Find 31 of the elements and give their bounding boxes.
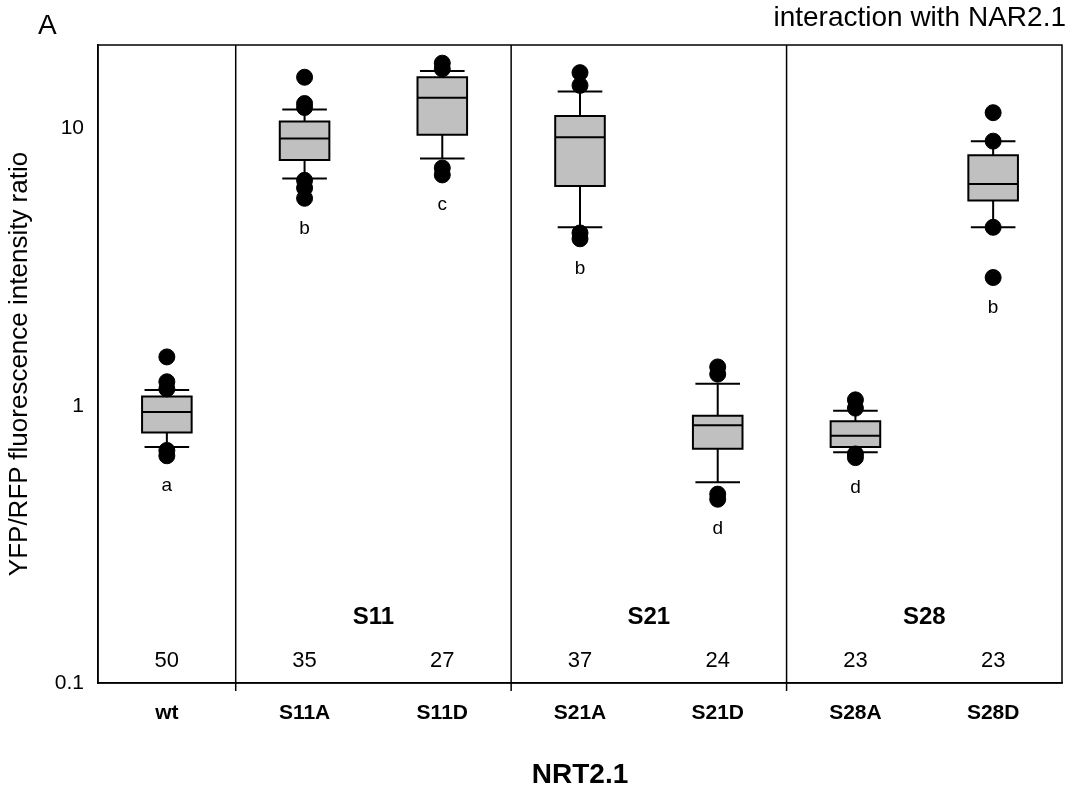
x-tick-label: S21D xyxy=(691,700,744,724)
chart-title: interaction with NAR2.1 xyxy=(773,0,1066,32)
y-tick-label: 1 xyxy=(72,392,84,416)
annotation: 23 xyxy=(980,647,1006,673)
x-tick-label: S28D xyxy=(966,700,1020,724)
annotation: c xyxy=(437,193,448,215)
annotation: 24 xyxy=(705,647,730,673)
y-tick-label: 0.1 xyxy=(54,669,84,693)
annotation: b xyxy=(574,257,586,279)
x-tick-label: S11A xyxy=(278,700,331,724)
annotation: a xyxy=(161,474,173,495)
annotation: 37 xyxy=(567,647,593,673)
annotation: 35 xyxy=(292,647,317,673)
text: A xyxy=(38,8,57,40)
x-tick-label: S21A xyxy=(553,700,607,724)
annotation: 27 xyxy=(430,647,455,673)
y-tick-label: 10 xyxy=(60,115,84,139)
annotation: S21 xyxy=(627,601,671,629)
annotation: 23 xyxy=(843,647,868,673)
annotation: S28 xyxy=(902,601,946,629)
annotation: b xyxy=(987,295,999,317)
x-axis-title: NRT2.1 xyxy=(531,757,629,789)
x-tick-label: wt xyxy=(154,700,179,724)
annotation: d xyxy=(712,517,723,539)
x-tick-label: S28A xyxy=(829,700,882,724)
annotation: S11 xyxy=(352,601,395,629)
annotation: b xyxy=(299,216,310,238)
annotation: d xyxy=(850,475,861,497)
annotation: 50 xyxy=(154,647,180,673)
y-axis-title: YFP/RFP fluorescence intensity ratio xyxy=(2,151,33,577)
x-tick-label: S11D xyxy=(416,700,468,724)
